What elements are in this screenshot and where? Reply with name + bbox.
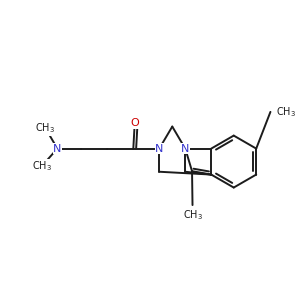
Text: CH$_3$: CH$_3$	[275, 105, 296, 119]
Text: CH$_3$: CH$_3$	[35, 122, 56, 135]
Text: N: N	[53, 144, 61, 154]
Text: CH$_3$: CH$_3$	[182, 208, 203, 222]
Text: CH$_3$: CH$_3$	[32, 159, 52, 173]
Text: N: N	[181, 144, 189, 154]
Text: N: N	[155, 144, 164, 154]
Text: O: O	[130, 118, 139, 128]
